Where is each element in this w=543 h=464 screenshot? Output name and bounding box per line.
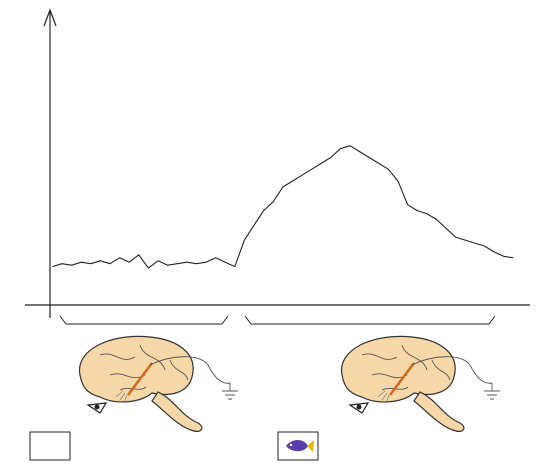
- bracket: [245, 316, 495, 324]
- blank-stimulus: [30, 432, 70, 460]
- brain-illustration: [342, 336, 500, 431]
- fish-eye: [290, 444, 292, 446]
- response-trace: [52, 146, 513, 268]
- bracket: [60, 316, 228, 324]
- brain-illustration: [80, 336, 238, 431]
- figure: [0, 0, 543, 464]
